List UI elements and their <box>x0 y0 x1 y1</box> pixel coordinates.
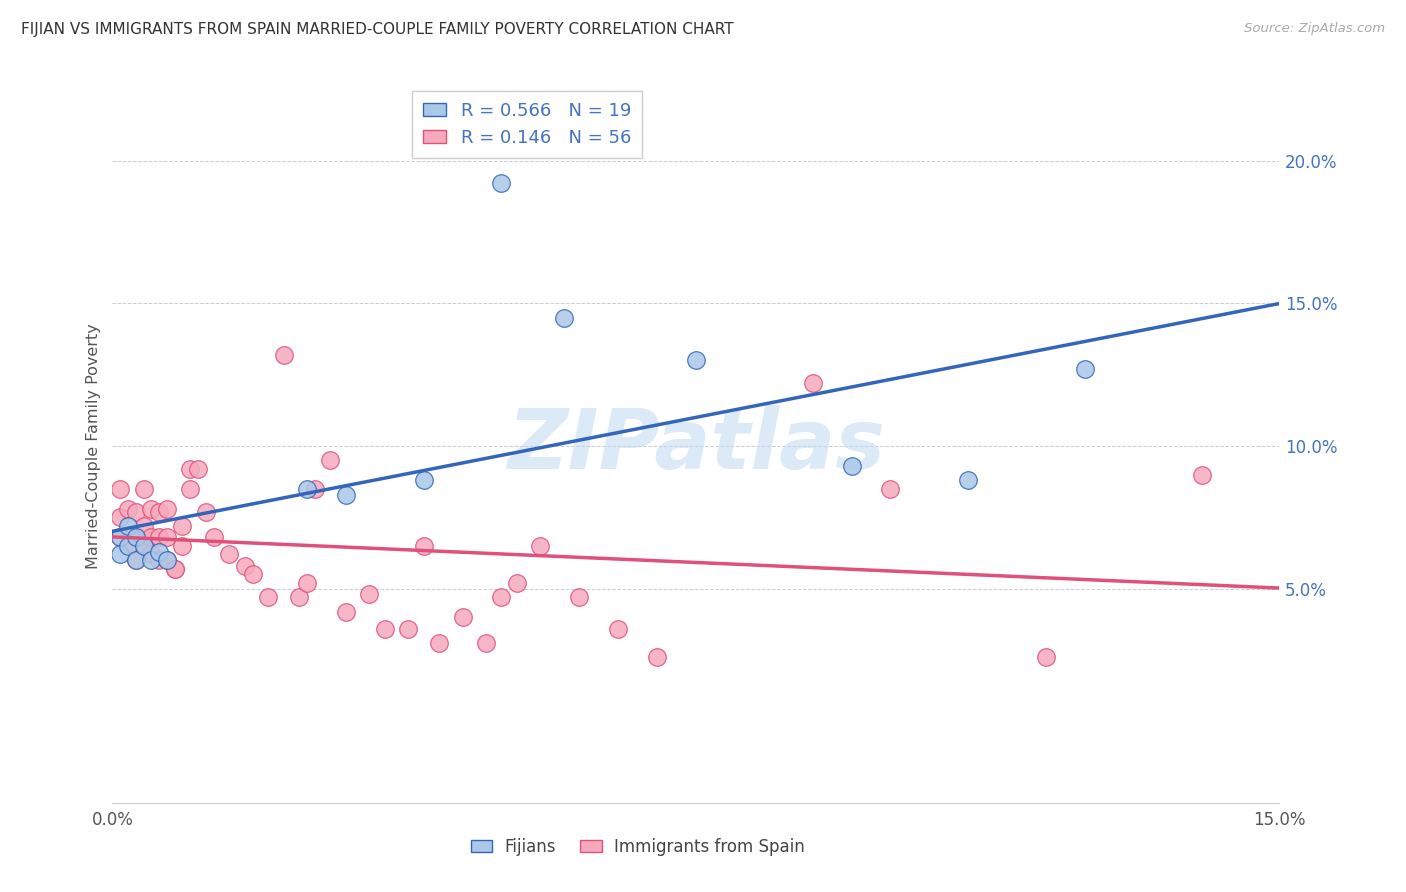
Point <box>1035 650 1057 665</box>
Point <box>242 567 264 582</box>
Point <box>1191 467 1213 482</box>
Point <box>319 453 342 467</box>
Point <box>1074 362 1097 376</box>
Point <box>163 562 186 576</box>
Point <box>125 530 148 544</box>
Point <box>179 482 201 496</box>
Point <box>125 505 148 519</box>
Point <box>202 530 225 544</box>
Point <box>117 539 139 553</box>
Point <box>645 650 668 665</box>
Text: FIJIAN VS IMMIGRANTS FROM SPAIN MARRIED-COUPLE FAMILY POVERTY CORRELATION CHART: FIJIAN VS IMMIGRANTS FROM SPAIN MARRIED-… <box>21 22 734 37</box>
Point <box>412 539 434 553</box>
Point <box>412 473 434 487</box>
Point <box>110 482 132 496</box>
Point <box>132 519 155 533</box>
Point <box>475 636 498 650</box>
Point <box>156 530 179 544</box>
Point <box>491 177 513 191</box>
Point <box>957 473 980 487</box>
Point <box>141 530 163 544</box>
Point <box>156 553 179 567</box>
Point <box>110 530 132 544</box>
Point <box>110 510 132 524</box>
Point <box>110 530 132 544</box>
Point <box>529 539 551 553</box>
Point <box>335 605 357 619</box>
Point <box>117 519 139 533</box>
Point <box>117 501 139 516</box>
Point <box>179 462 201 476</box>
Point <box>132 482 155 496</box>
Point <box>156 501 179 516</box>
Point <box>141 553 163 567</box>
Y-axis label: Married-Couple Family Poverty: Married-Couple Family Poverty <box>86 323 101 569</box>
Point <box>257 591 280 605</box>
Text: Source: ZipAtlas.com: Source: ZipAtlas.com <box>1244 22 1385 36</box>
Point <box>359 587 381 601</box>
Point <box>148 530 170 544</box>
Point <box>163 562 186 576</box>
Point <box>295 576 318 591</box>
Point <box>288 591 311 605</box>
Point <box>491 591 513 605</box>
Point <box>132 539 155 553</box>
Point <box>879 482 901 496</box>
Point <box>110 548 132 562</box>
Point <box>141 501 163 516</box>
Point <box>125 553 148 567</box>
Point <box>451 610 474 624</box>
Point <box>273 348 295 362</box>
Point <box>125 553 148 567</box>
Point <box>148 553 170 567</box>
Point <box>156 553 179 567</box>
Point <box>304 482 326 496</box>
Point <box>568 591 591 605</box>
Point <box>218 548 240 562</box>
Point <box>172 539 194 553</box>
Point <box>374 622 396 636</box>
Point <box>427 636 450 650</box>
Point <box>148 544 170 558</box>
Point <box>141 548 163 562</box>
Point <box>506 576 529 591</box>
Point <box>841 458 863 473</box>
Point <box>125 530 148 544</box>
Point <box>607 622 630 636</box>
Legend: Fijians, Immigrants from Spain: Fijians, Immigrants from Spain <box>464 831 811 863</box>
Point <box>295 482 318 496</box>
Point <box>685 353 707 368</box>
Text: ZIPatlas: ZIPatlas <box>508 406 884 486</box>
Point <box>233 558 256 573</box>
Point <box>187 462 209 476</box>
Point <box>396 622 419 636</box>
Point <box>801 376 824 391</box>
Point <box>172 519 194 533</box>
Point <box>553 310 575 325</box>
Point <box>132 539 155 553</box>
Point <box>335 487 357 501</box>
Point <box>148 505 170 519</box>
Point <box>117 539 139 553</box>
Point <box>194 505 217 519</box>
